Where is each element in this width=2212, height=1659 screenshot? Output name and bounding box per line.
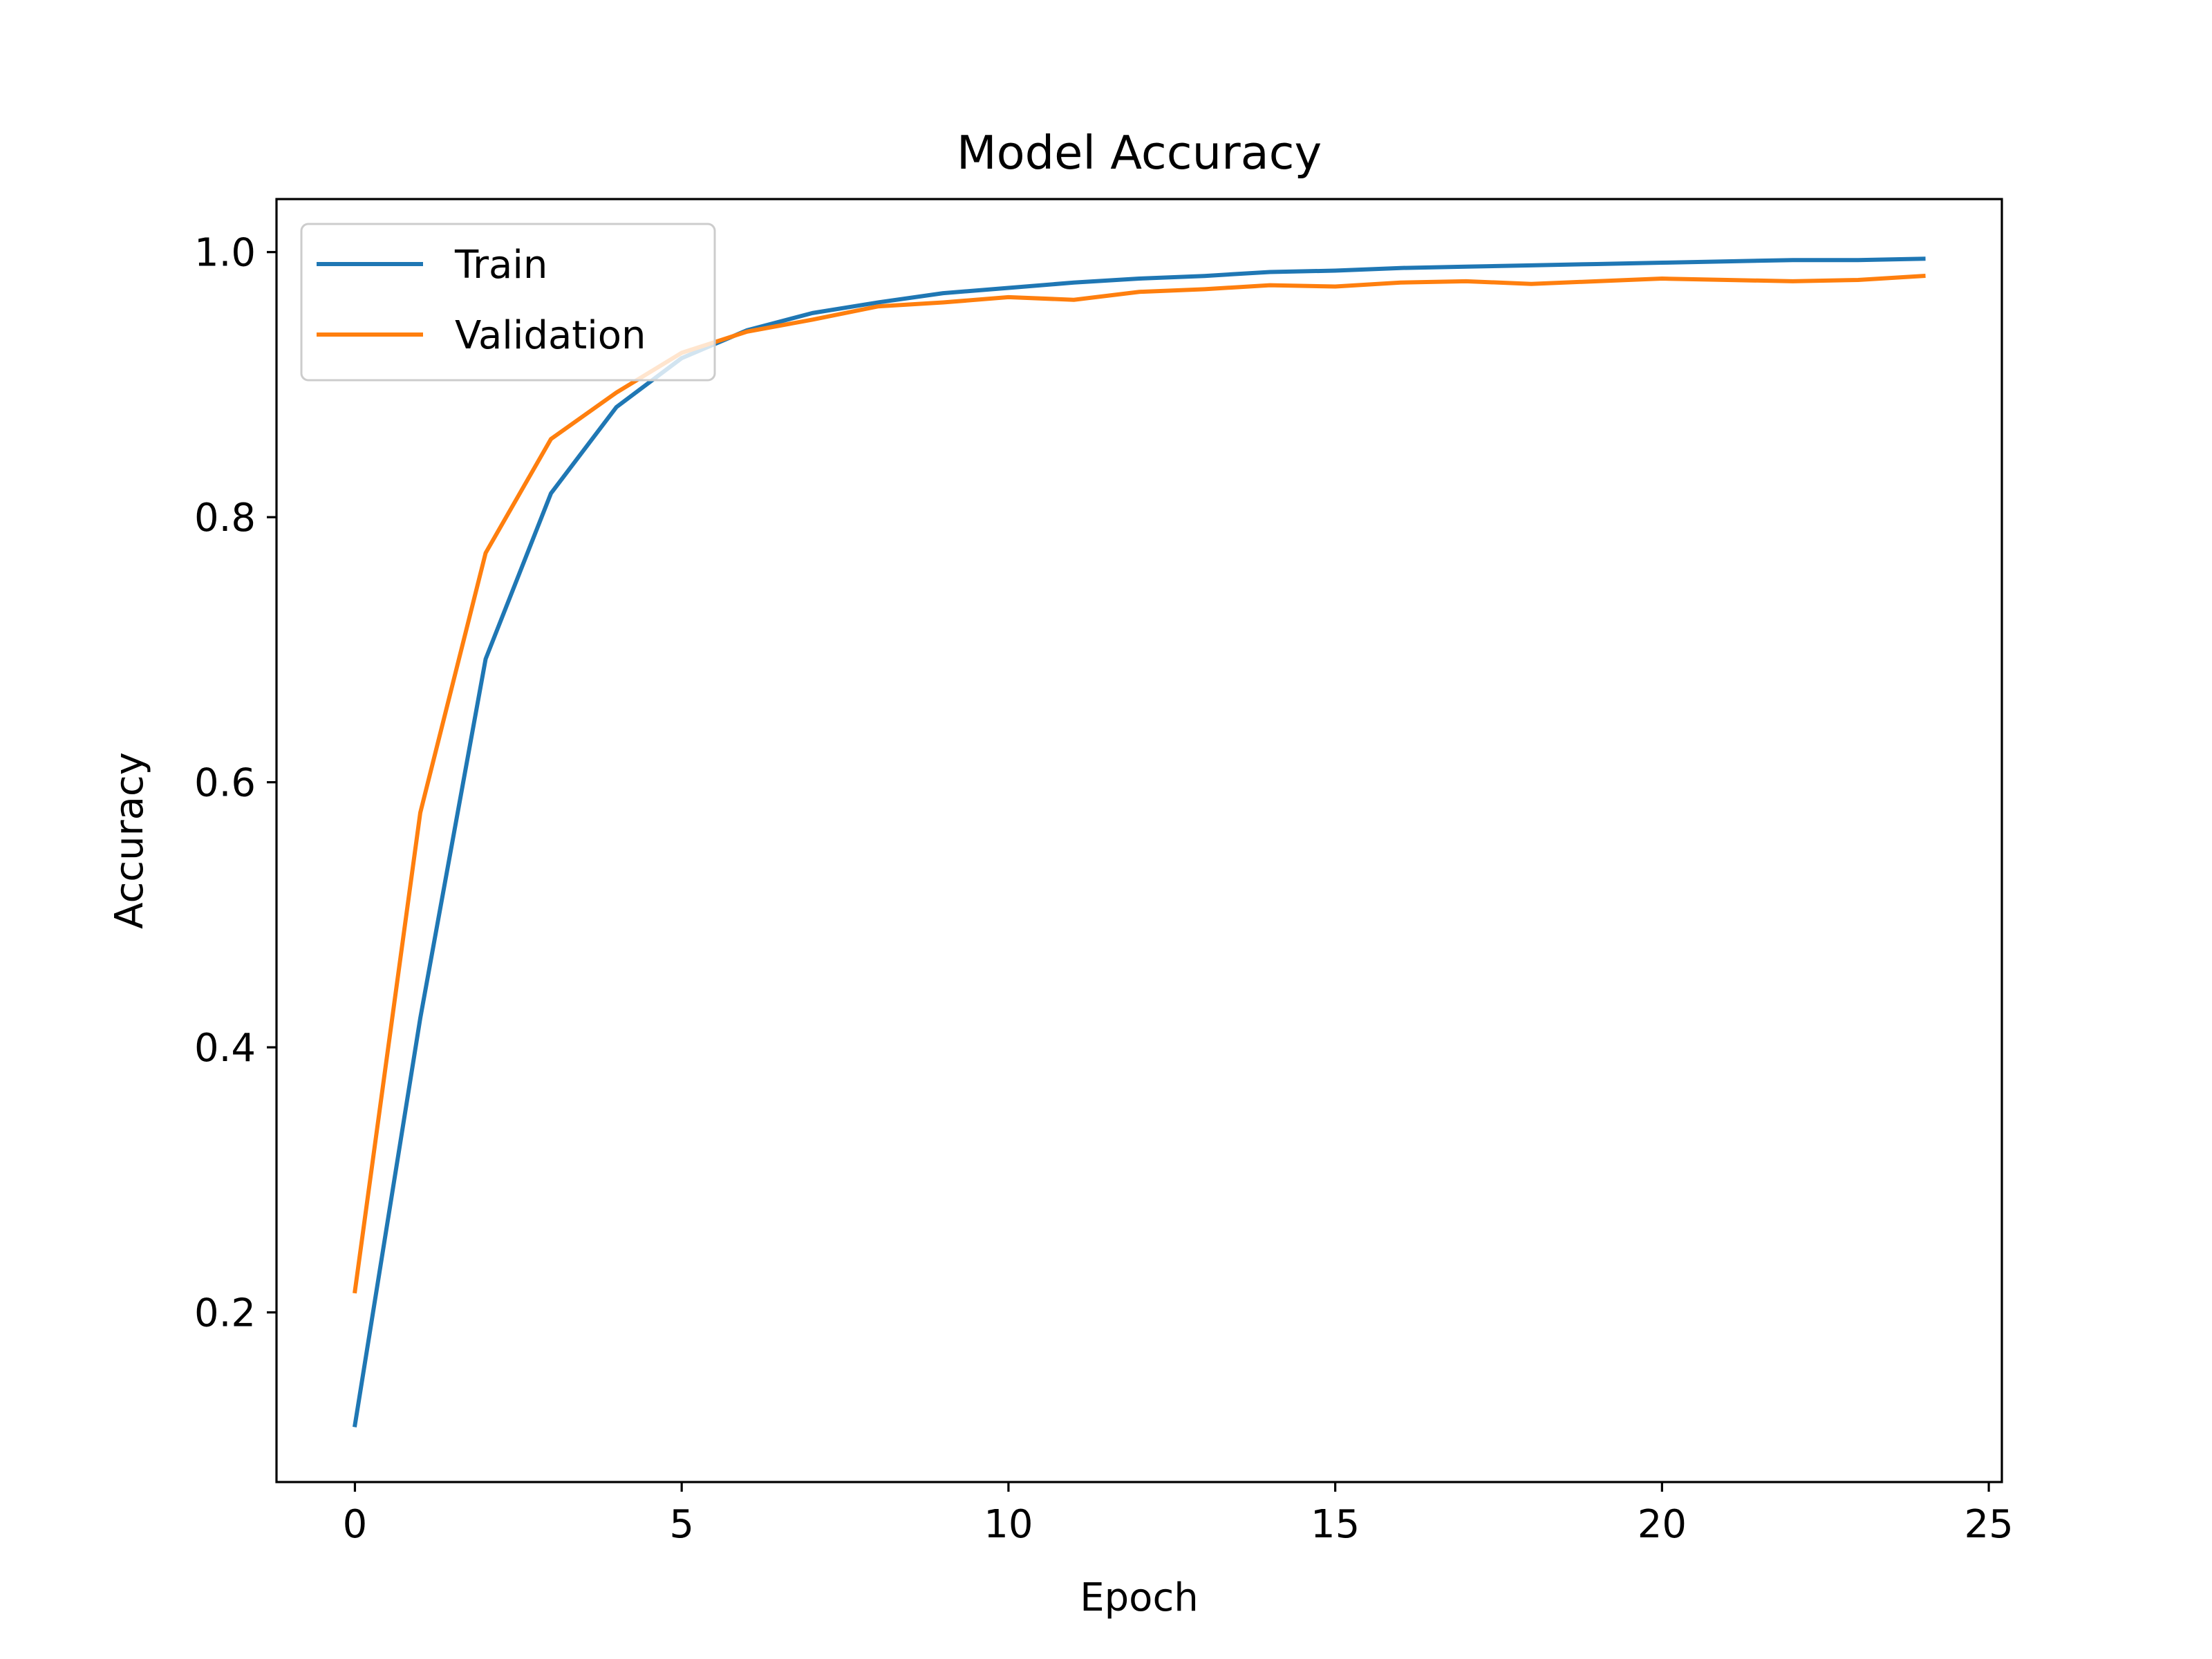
x-axis-label: Epoch (1080, 1575, 1198, 1620)
plot-frame (275, 198, 2003, 1483)
y-tick-label: 0.4 (194, 1026, 256, 1071)
chart-title: Model Accuracy (957, 126, 1322, 180)
y-tick-label: 0.6 (194, 761, 256, 806)
x-tick-label: 10 (984, 1502, 1033, 1547)
x-tick-label: 15 (1311, 1502, 1360, 1547)
x-tick-label: 0 (343, 1502, 368, 1547)
legend-label-validation: Validation (455, 313, 646, 358)
y-axis-ticks: 0.2 0.4 0.6 0.8 1.0 (194, 231, 276, 1336)
plot-area (276, 199, 2002, 1482)
y-axis-label: Accuracy (107, 752, 152, 929)
x-tick-label: 5 (669, 1502, 694, 1547)
y-tick-label: 1.0 (194, 231, 256, 276)
x-axis-ticks: 0 5 10 15 20 25 (343, 1482, 2014, 1547)
x-tick-label: 20 (1638, 1502, 1687, 1547)
series-line-train (353, 256, 1926, 1427)
legend-label-train: Train (454, 243, 547, 288)
y-tick-label: 0.2 (194, 1291, 256, 1336)
y-tick-label: 0.8 (194, 496, 256, 541)
series-layer (353, 256, 1926, 1427)
series-line-validation (353, 274, 1926, 1294)
legend: Train Validation (300, 223, 716, 382)
x-tick-label: 25 (1964, 1502, 2013, 1547)
